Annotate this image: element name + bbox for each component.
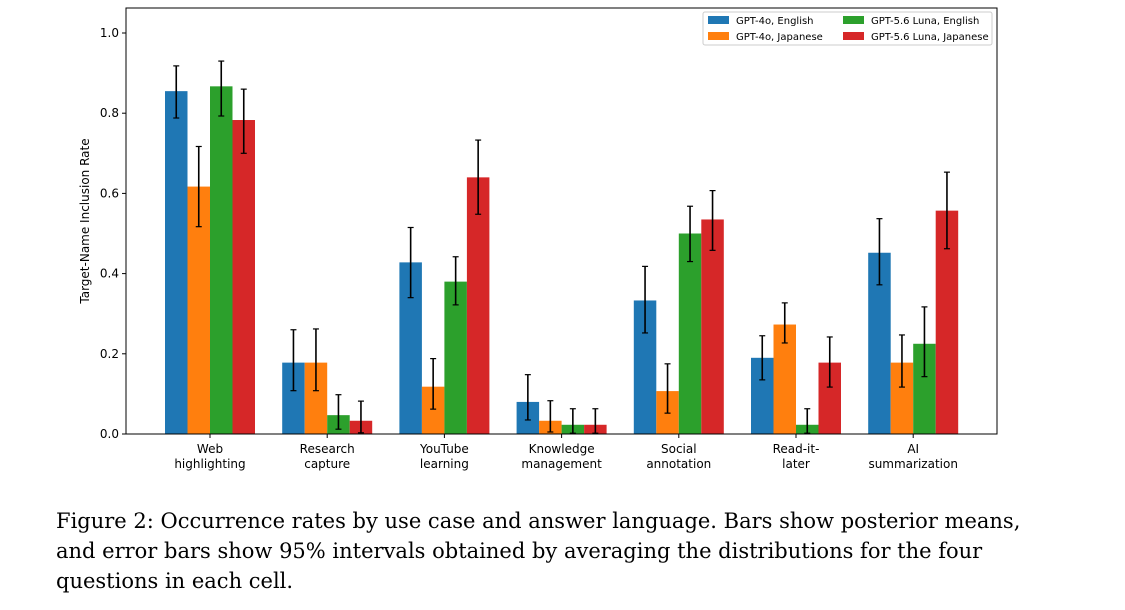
bar <box>444 281 467 434</box>
legend-item: GPT-5.6 Luna, English <box>843 16 979 27</box>
error-bar <box>430 358 437 410</box>
error-bar <box>687 205 694 263</box>
error-bar <box>921 306 928 378</box>
error-bar <box>524 374 531 421</box>
bar <box>232 120 255 434</box>
bar <box>913 343 936 434</box>
legend-swatch <box>843 32 864 40</box>
error-bar <box>312 328 319 392</box>
error-bar <box>876 218 883 286</box>
error-bar <box>642 265 649 334</box>
legend-swatch <box>843 16 864 24</box>
bar <box>678 233 702 434</box>
legend-item: GPT-5.6 Luna, Japanese <box>843 32 989 43</box>
error-bar <box>592 408 599 434</box>
bar-chart: 0.0 0.2 0.4 0.6 0.8 1.0 Web highlighting Resear… <box>78 7 998 471</box>
x-tick-label: Read-it-later <box>773 442 820 471</box>
bar <box>868 252 891 434</box>
bar <box>282 362 305 434</box>
error-bar <box>240 88 247 154</box>
legend-swatch <box>708 16 729 24</box>
bar <box>633 300 657 434</box>
error-bar <box>826 336 833 388</box>
x-tick-label: Web highlighting <box>174 442 245 471</box>
plot-frame <box>125 7 998 435</box>
error-bar <box>898 334 905 388</box>
legend-label: GPT-5.6 Luna, English <box>871 16 979 27</box>
y-axis: 0.0 0.2 0.4 0.6 0.8 1.0 <box>100 26 126 441</box>
y-tick-label: 0.4 <box>100 267 119 281</box>
bar <box>890 362 914 434</box>
legend-item: GPT-4o, English <box>708 16 814 27</box>
error-bar <box>357 400 364 434</box>
bar <box>399 262 422 434</box>
error-bar <box>664 363 671 414</box>
error-bar <box>547 400 554 433</box>
error-bar <box>475 139 482 215</box>
legend-swatch <box>708 32 729 40</box>
bar <box>751 357 774 434</box>
x-tick-label: Knowledge management <box>521 442 602 471</box>
x-axis: Web highlighting Research capture YouTube lea… <box>174 434 958 471</box>
x-tick-label: Research capture <box>300 442 355 471</box>
bar <box>773 324 796 434</box>
y-axis-label: Target-Name Inclusion Rate <box>78 138 92 304</box>
error-bar <box>943 171 950 250</box>
error-bar <box>781 302 788 344</box>
bar <box>466 177 490 435</box>
bar <box>421 386 445 434</box>
bar <box>935 210 959 434</box>
error-bar <box>335 394 342 430</box>
error-bar <box>218 60 225 117</box>
y-tick-label: 0.6 <box>100 186 119 200</box>
bar <box>210 86 233 434</box>
bar <box>701 219 724 434</box>
figure-caption: Figure 2: Occurrence rates by use case a… <box>56 509 1021 593</box>
legend-label: GPT-4o, Japanese <box>736 32 823 43</box>
x-tick-label: AI summarization <box>868 442 958 471</box>
error-bar <box>173 65 180 119</box>
error-bar <box>569 408 576 434</box>
y-tick-label: 0.8 <box>100 106 119 120</box>
legend-label: GPT-5.6 Luna, Japanese <box>871 32 989 43</box>
y-tick-label: 0.2 <box>100 347 119 361</box>
y-tick-label: 0.0 <box>100 427 119 441</box>
x-tick-label: YouTube learning <box>419 442 469 471</box>
error-bar <box>759 335 766 381</box>
y-tick-label: 1.0 <box>100 26 119 40</box>
bar <box>165 91 188 435</box>
bar <box>187 186 210 434</box>
legend: GPT-4o, English GPT-4o, Japanese GPT-5.6 L… <box>702 11 993 46</box>
bars-layer <box>165 86 959 435</box>
error-bar <box>195 145 202 228</box>
error-bar <box>804 408 811 434</box>
error-bar <box>407 226 414 299</box>
bar <box>304 362 328 434</box>
legend-item: GPT-4o, Japanese <box>708 32 823 43</box>
legend-label: GPT-4o, English <box>736 16 814 27</box>
error-bar <box>290 329 297 392</box>
error-bar <box>709 189 716 251</box>
x-tick-label: Social annotation <box>646 442 711 471</box>
bar <box>818 362 841 434</box>
legend-box <box>702 11 993 46</box>
error-bars-layer <box>173 60 950 434</box>
error-bar <box>452 256 459 306</box>
